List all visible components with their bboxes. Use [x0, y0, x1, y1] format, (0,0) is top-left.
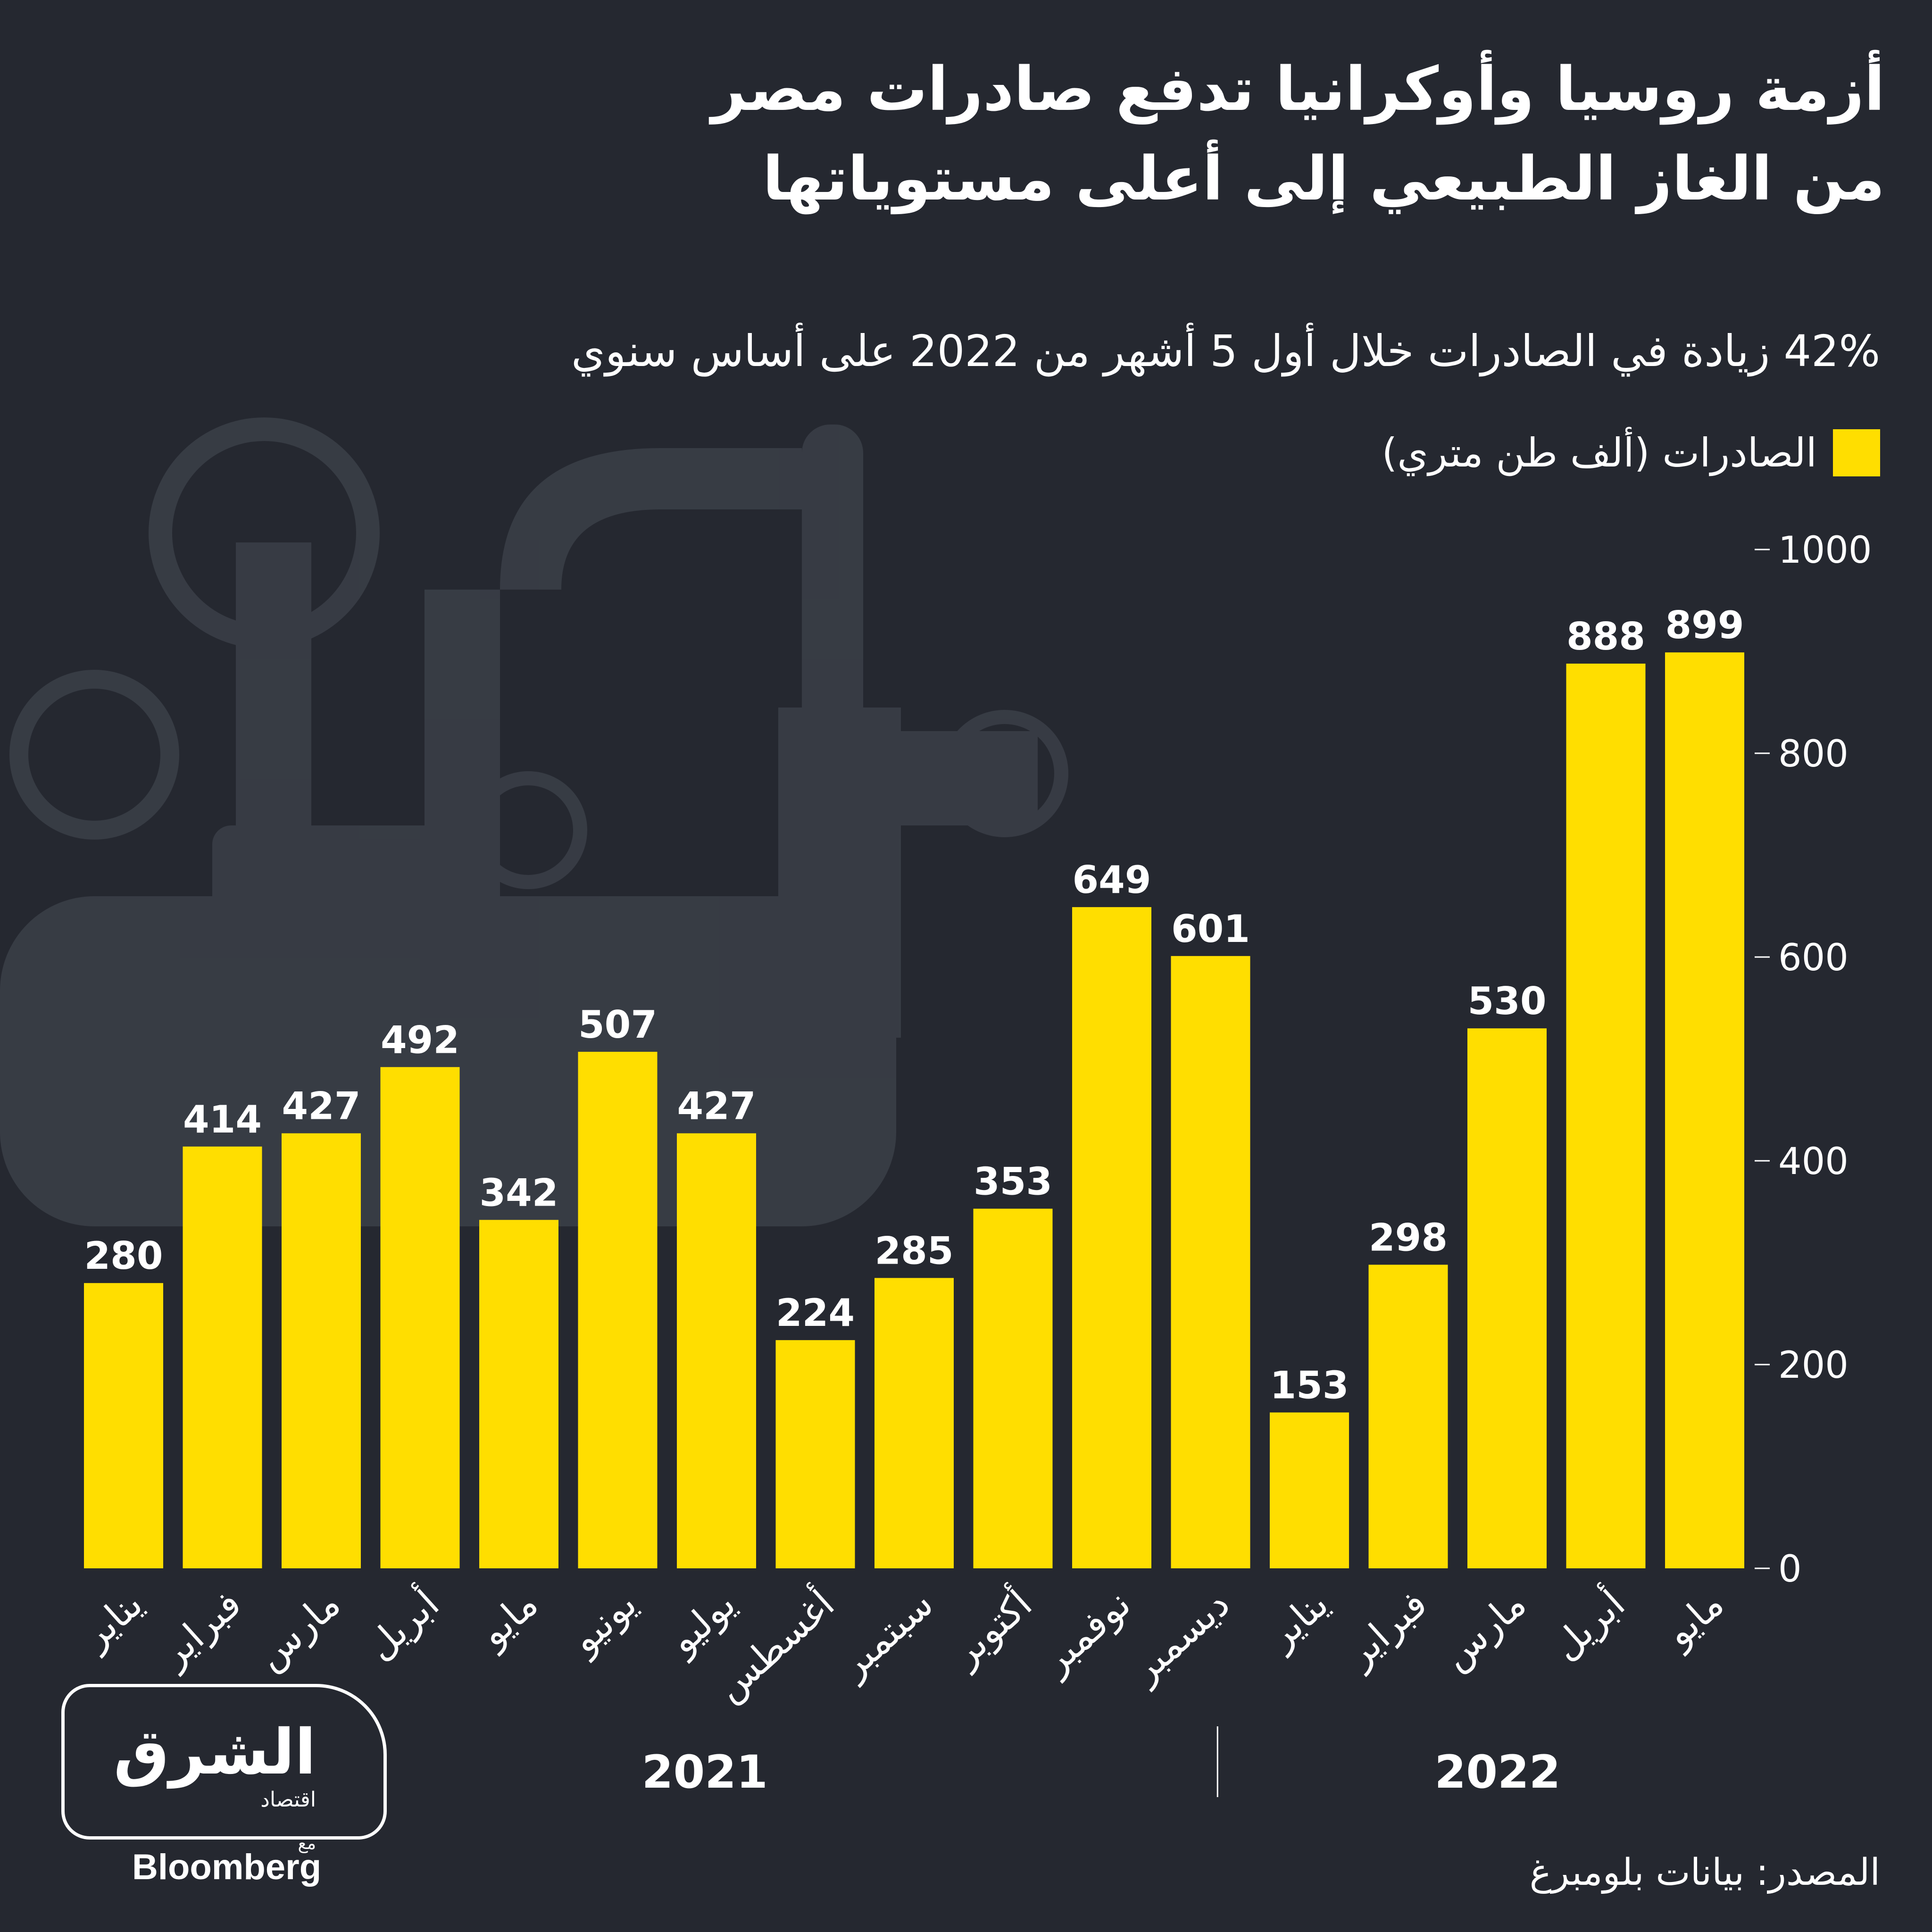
title-line-2: من الغاز الطبيعي إلى أعلى مستوياتها: [762, 144, 1885, 214]
bar: [1171, 956, 1250, 1568]
year-label: 2021: [642, 1746, 768, 1799]
bar-value-label: 280: [84, 1234, 163, 1278]
chart-title: أزمة روسيا وأوكرانيا تدفع صادرات مصر من …: [45, 45, 1885, 224]
chart-subtitle: 42% زيادة في الصادرات خلال أول 5 أشهر من…: [571, 326, 1880, 376]
x-tick-label: يناير: [72, 1582, 151, 1659]
x-tick-label: سبتمبر: [830, 1582, 942, 1688]
bar: [380, 1067, 460, 1568]
x-tick-label: فبراير: [150, 1582, 250, 1677]
logo-bloomberg: Bloomberg: [132, 1847, 322, 1887]
y-tick-label: 800: [1778, 733, 1849, 775]
bar: [1467, 1028, 1547, 1568]
x-tick-label: يناير: [1258, 1582, 1337, 1659]
title-line-1: أزمة روسيا وأوكرانيا تدفع صادرات مصر: [711, 54, 1885, 125]
asharq-bloomberg-logo: الشرق اقتصاد مع Bloomberg: [61, 1684, 387, 1887]
x-tick-label: مارس: [1433, 1582, 1534, 1679]
year-label: 2022: [1434, 1746, 1560, 1799]
bar: [677, 1133, 756, 1568]
x-tick-label: مايو: [469, 1582, 546, 1657]
legend-swatch: [1833, 429, 1880, 476]
bar: [973, 1208, 1053, 1568]
bar: [183, 1146, 262, 1568]
x-tick-label: أبريل: [356, 1580, 448, 1669]
bar: [479, 1220, 558, 1568]
y-tick-label: 1000: [1778, 529, 1872, 572]
bar-value-label: 353: [974, 1160, 1052, 1204]
bar-value-label: 888: [1566, 615, 1645, 658]
bar: [775, 1340, 855, 1568]
logo-sub: اقتصاد: [260, 1788, 316, 1812]
bar-value-label: 507: [578, 1003, 657, 1047]
bar-value-label: 427: [282, 1084, 361, 1128]
bar: [578, 1051, 658, 1568]
legend: الصادرات (ألف طن متري): [1382, 427, 1880, 479]
bar-value-label: 153: [1270, 1364, 1349, 1407]
bar: [1072, 907, 1151, 1568]
bar-value-label: 427: [677, 1084, 756, 1128]
x-tick-label: مارس: [248, 1582, 349, 1679]
bar: [1368, 1265, 1448, 1568]
logo-with: مع: [298, 1834, 316, 1853]
y-tick-label: 600: [1778, 937, 1849, 979]
bar: [1665, 652, 1744, 1568]
y-tick-label: 400: [1778, 1141, 1849, 1183]
bar-value-label: 298: [1369, 1216, 1448, 1259]
bar-value-label: 649: [1073, 858, 1151, 902]
logo-frame: [61, 1684, 387, 1840]
bar-value-label: 899: [1666, 603, 1744, 647]
logo-arabic: الشرق: [113, 1716, 316, 1789]
x-tick-label: ديسمبر: [1122, 1582, 1238, 1693]
bar-value-label: 414: [183, 1098, 262, 1141]
bar: [1566, 663, 1646, 1568]
bar: [282, 1133, 361, 1568]
bar: [874, 1278, 954, 1568]
legend-label: الصادرات (ألف طن متري): [1382, 430, 1817, 476]
bar: [1270, 1412, 1349, 1568]
x-tick-label: أبريل: [1542, 1580, 1633, 1669]
y-tick-label: 0: [1778, 1548, 1802, 1591]
x-tick-label: نوفمبر: [1033, 1582, 1140, 1684]
bar-value-label: 492: [381, 1018, 459, 1062]
bar-value-label: 224: [776, 1291, 855, 1335]
bar-value-label: 285: [875, 1229, 954, 1273]
source-note: المصدر: بيانات بلومبرغ: [1529, 1851, 1880, 1894]
x-tick-label: يونيو: [561, 1582, 645, 1664]
x-tick-label: فبراير: [1336, 1582, 1436, 1677]
x-tick-label: يوليو: [659, 1582, 744, 1664]
bar-value-label: 342: [480, 1171, 558, 1215]
x-tick-label: أكتوبر: [940, 1580, 1041, 1677]
y-tick-label: 200: [1778, 1344, 1849, 1387]
bar-value-label: 530: [1468, 979, 1547, 1023]
x-tick-label: مايو: [1655, 1582, 1732, 1657]
bar-value-label: 601: [1171, 907, 1250, 951]
bar: [84, 1283, 163, 1568]
